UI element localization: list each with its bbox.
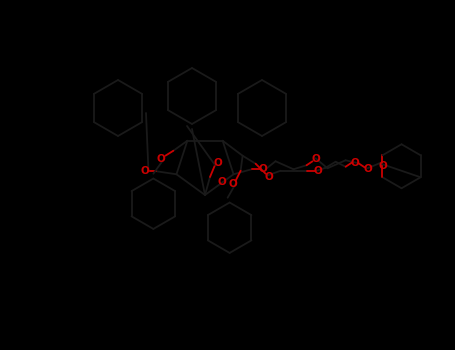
Text: O: O: [264, 172, 273, 182]
Text: O: O: [157, 154, 166, 164]
Text: O: O: [228, 179, 237, 189]
Text: O: O: [311, 154, 320, 164]
Text: O: O: [258, 164, 267, 174]
Text: O: O: [313, 166, 322, 176]
Text: O: O: [363, 164, 372, 174]
Text: O: O: [378, 161, 387, 171]
Text: O: O: [140, 166, 149, 176]
Text: O: O: [350, 158, 359, 168]
Text: O: O: [214, 158, 222, 168]
Text: O: O: [218, 177, 227, 187]
